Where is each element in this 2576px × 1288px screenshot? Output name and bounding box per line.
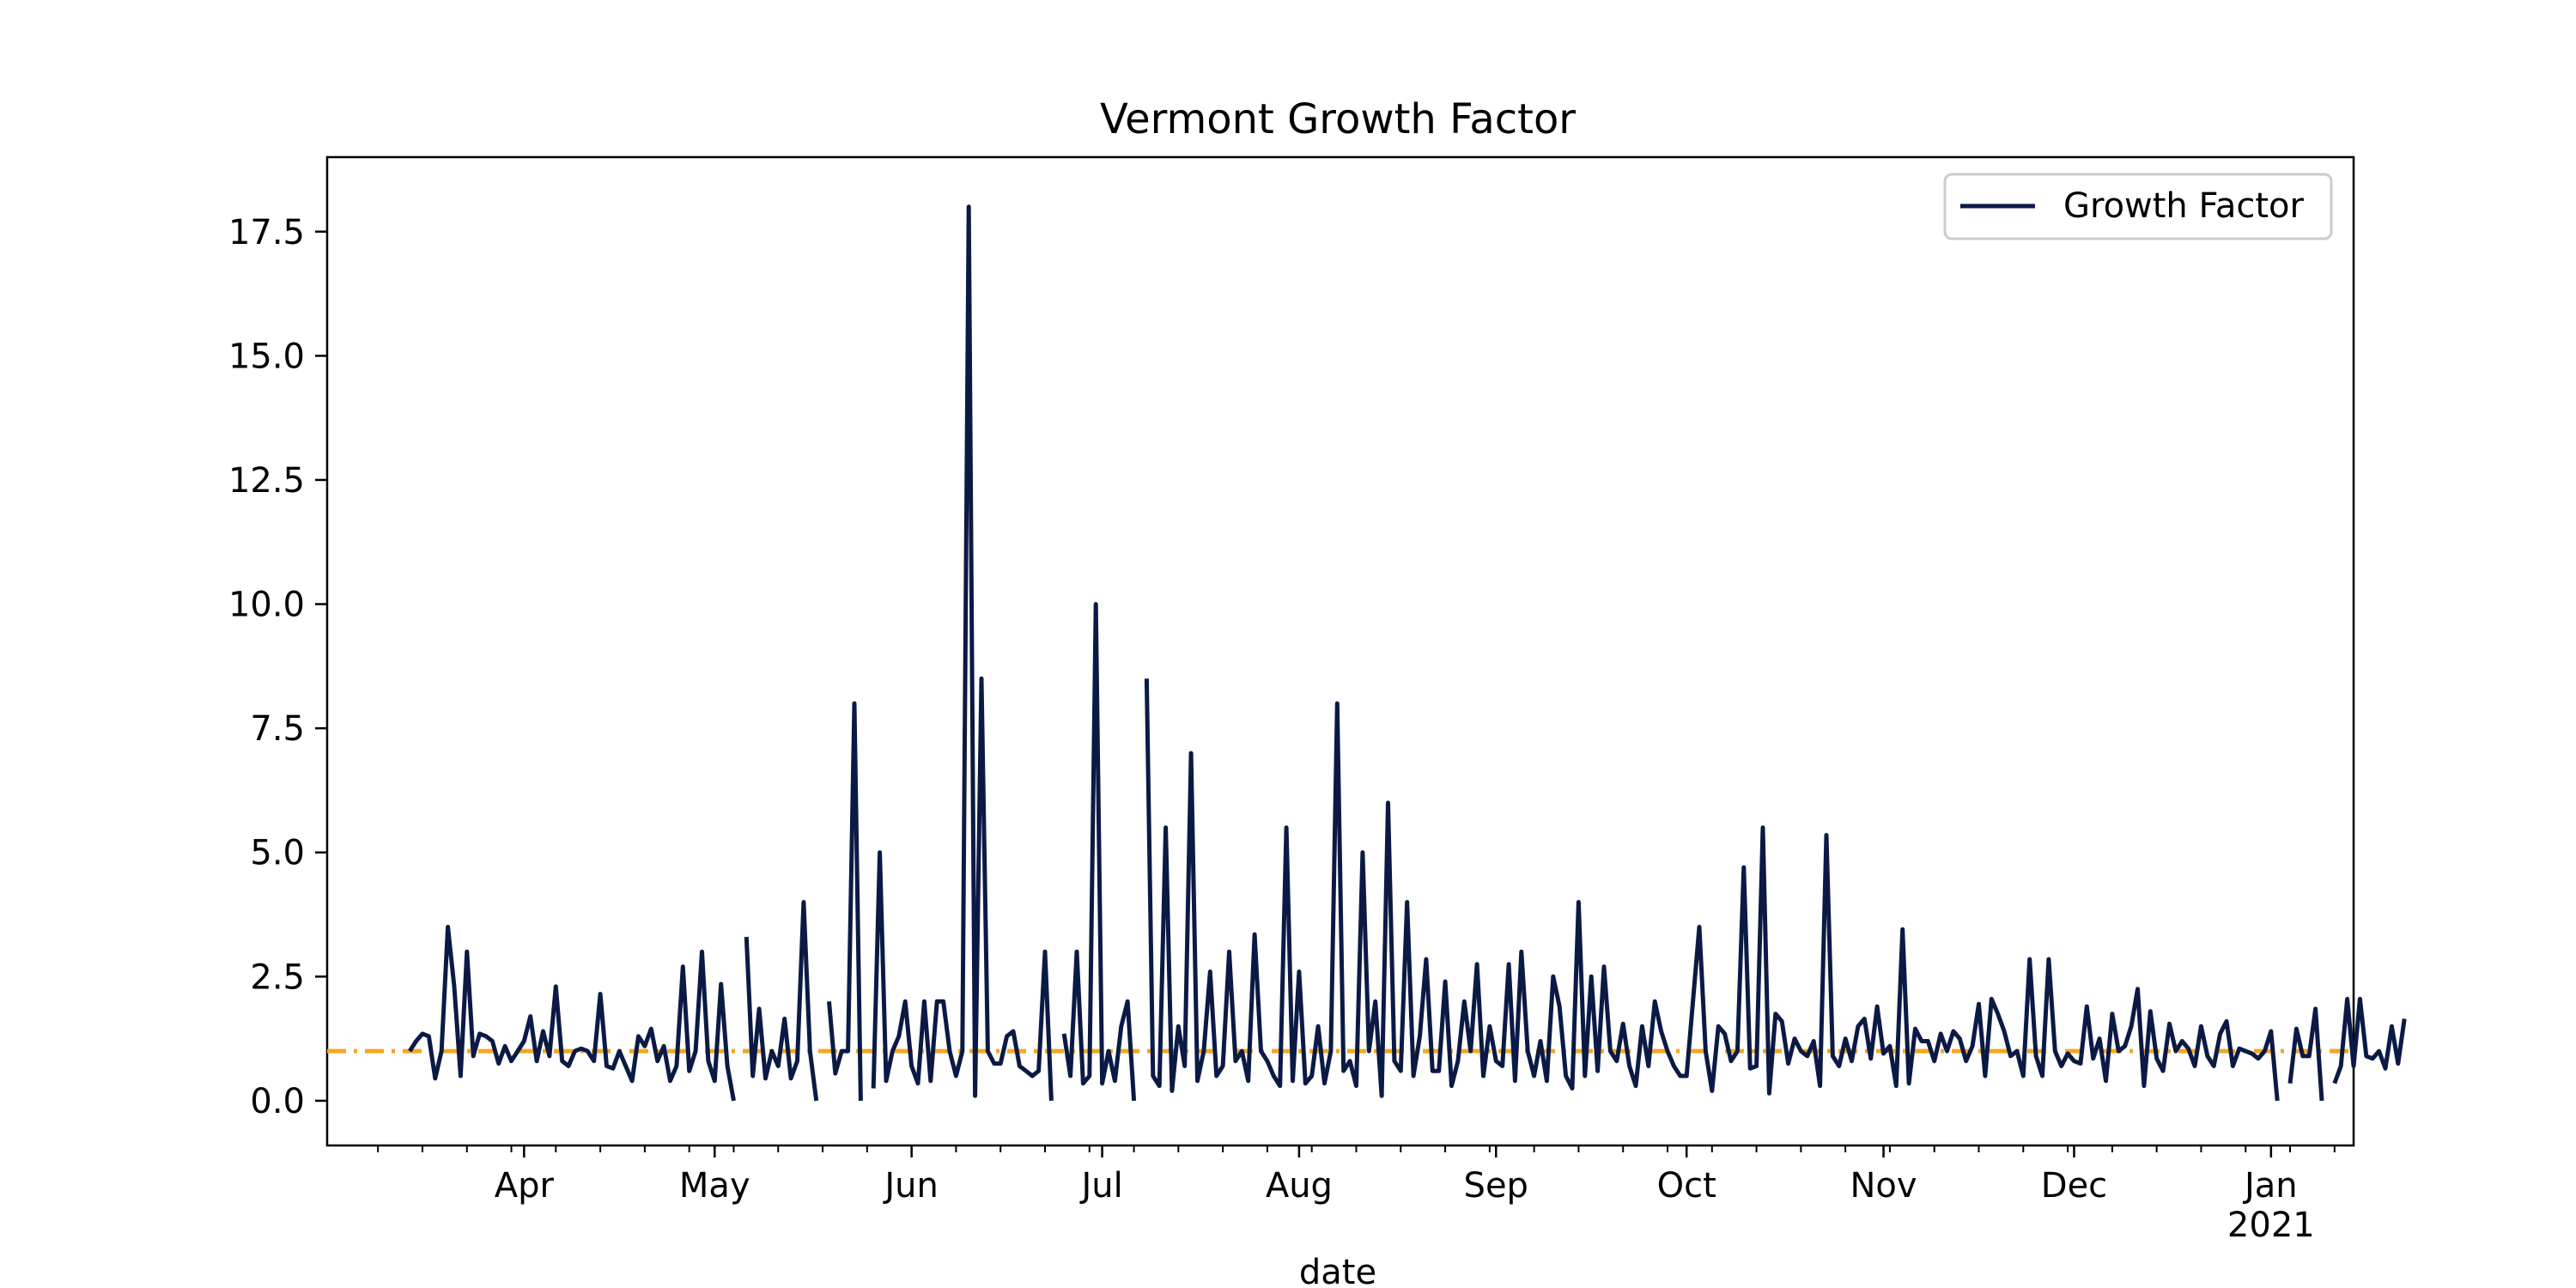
x-tick-sublabel: 2021 [2227, 1206, 2315, 1245]
x-tick-label: Jul [1078, 1166, 1122, 1206]
x-tick-label: Apr [495, 1166, 555, 1206]
x-tick-label: Jun [882, 1166, 939, 1206]
x-axis-label: date [1299, 1253, 1376, 1288]
y-tick-label: 15.0 [228, 337, 305, 376]
x-tick-label: Jan [2242, 1166, 2298, 1206]
y-tick-label: 17.5 [228, 213, 305, 252]
x-tick-label: Oct [1657, 1166, 1716, 1206]
x-tick-label: May [679, 1166, 750, 1206]
series-layer [408, 204, 2407, 1102]
x-tick-label: Sep [1464, 1166, 1528, 1206]
legend-box [1943, 173, 2333, 240]
plot-frame [325, 155, 2355, 1147]
series-line-growth-factor [408, 204, 2407, 1102]
x-tick-label: Dec [2041, 1166, 2107, 1206]
plot-area [325, 155, 2355, 1147]
y-tick-label: 12.5 [228, 461, 305, 501]
y-tick-label: 5.0 [250, 834, 305, 873]
x-tick-label: Nov [1850, 1166, 1917, 1206]
y-tick-label: 7.5 [250, 709, 305, 749]
x-tick-label: Aug [1266, 1166, 1333, 1206]
y-axis: 0.0 2.5 5.0 7.5 10.0 12.5 15.0 17.5 [228, 213, 327, 1121]
chart-title: Vermont Growth Factor [1100, 95, 1576, 143]
legend: Growth Factor [1943, 173, 2333, 240]
legend-label: Growth Factor [2063, 186, 2304, 226]
y-tick-label: 2.5 [250, 957, 305, 997]
y-tick-label: 0.0 [250, 1082, 305, 1121]
y-tick-label: 10.0 [228, 586, 305, 625]
